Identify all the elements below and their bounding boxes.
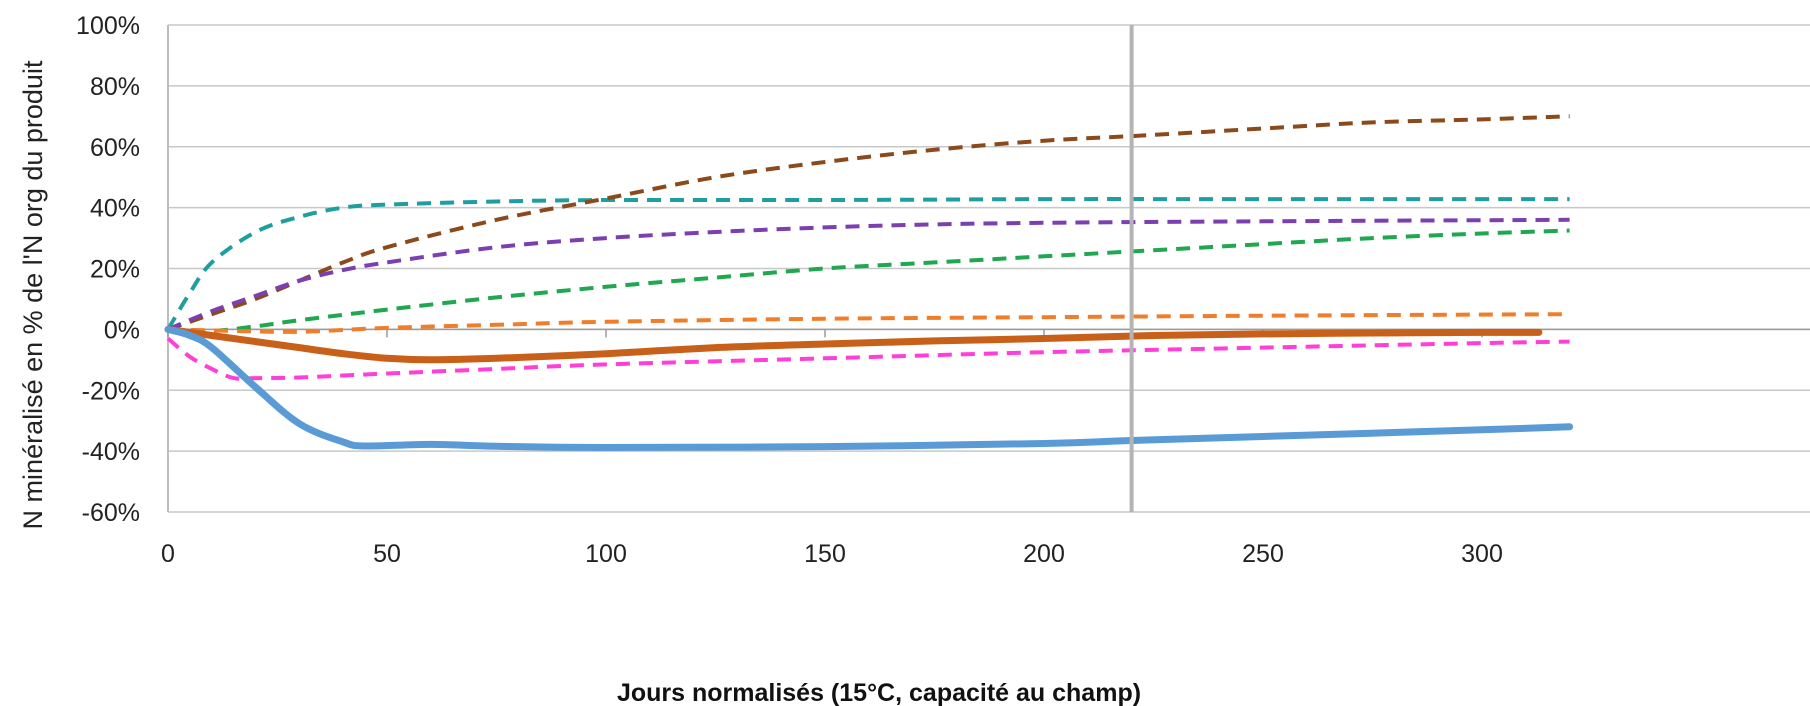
- x-tick-label: 100: [585, 540, 627, 568]
- y-tick-label: -60%: [82, 499, 140, 527]
- y-tick-label: 60%: [90, 134, 140, 162]
- x-tick-label: 300: [1461, 540, 1503, 568]
- y-tick-label: -40%: [82, 438, 140, 466]
- y-tick-label: 80%: [90, 73, 140, 101]
- x-tick-labels: 0 50 100 150 200 250 300: [161, 540, 1503, 568]
- y-axis-title: N minéralisé en % de l'N org du produit: [18, 60, 48, 529]
- x-axis-title: Jours normalisés (15°C, capacité au cham…: [617, 679, 1141, 706]
- gridlines: [168, 25, 1810, 512]
- y-tick-labels: -60% -40% -20% 0% 20% 40% 60% 80% 100%: [76, 12, 140, 527]
- x-tick-label: 50: [373, 540, 401, 568]
- y-tick-label: 20%: [90, 256, 140, 284]
- x-tick-label: 150: [804, 540, 846, 568]
- series-line-4: [168, 231, 1570, 331]
- x-tick-label: 200: [1023, 540, 1065, 568]
- x-tick-label: 250: [1242, 540, 1284, 568]
- y-tick-label: 100%: [76, 12, 140, 40]
- y-tick-label: -20%: [82, 377, 140, 405]
- y-tick-label: 0%: [104, 316, 140, 344]
- x-tick-label: 0: [161, 540, 175, 568]
- series-line-2: [168, 116, 1570, 329]
- series-layer: [168, 116, 1570, 447]
- series-line-3: [168, 220, 1570, 330]
- y-tick-label: 40%: [90, 195, 140, 223]
